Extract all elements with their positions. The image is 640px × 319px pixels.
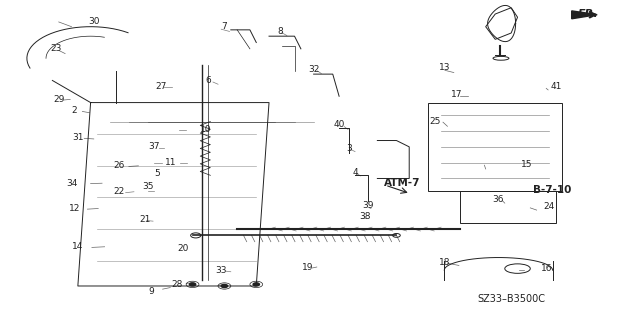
- Text: 40: 40: [333, 120, 345, 129]
- Text: 41: 41: [550, 82, 561, 91]
- Text: 20: 20: [177, 243, 189, 253]
- Polygon shape: [572, 11, 597, 19]
- Text: 11: 11: [164, 158, 176, 167]
- Text: 13: 13: [438, 63, 450, 72]
- Text: SZ33–B3500C: SZ33–B3500C: [477, 293, 545, 304]
- Circle shape: [221, 285, 228, 287]
- Text: 32: 32: [308, 65, 319, 74]
- Text: 22: 22: [114, 187, 125, 196]
- Text: 12: 12: [69, 204, 81, 213]
- Text: 35: 35: [142, 182, 154, 191]
- Text: 25: 25: [429, 117, 440, 126]
- Circle shape: [189, 283, 196, 286]
- Text: 29: 29: [53, 95, 65, 104]
- Text: 10: 10: [200, 125, 211, 134]
- Text: 31: 31: [72, 133, 84, 142]
- Text: 2: 2: [72, 106, 77, 115]
- Text: 7: 7: [221, 22, 227, 31]
- Text: 34: 34: [66, 179, 77, 188]
- Circle shape: [253, 283, 259, 286]
- Text: 26: 26: [113, 161, 125, 170]
- Text: 28: 28: [171, 280, 182, 289]
- Text: 39: 39: [362, 201, 374, 210]
- Text: FR.: FR.: [578, 9, 599, 19]
- Text: ATM-7: ATM-7: [384, 178, 420, 188]
- Text: 3: 3: [346, 144, 351, 153]
- Text: 37: 37: [148, 142, 160, 151]
- Text: 16: 16: [540, 264, 552, 273]
- Text: 17: 17: [451, 90, 463, 99]
- Text: 6: 6: [205, 76, 211, 85]
- Text: 4: 4: [352, 168, 358, 177]
- Text: B-7-10: B-7-10: [534, 184, 572, 195]
- Text: 24: 24: [544, 203, 555, 211]
- Text: 21: 21: [139, 215, 150, 224]
- Text: 38: 38: [359, 212, 371, 221]
- Text: 15: 15: [522, 160, 533, 169]
- Text: 30: 30: [88, 18, 100, 26]
- Text: 23: 23: [50, 44, 61, 53]
- Text: 18: 18: [438, 258, 450, 267]
- Text: 36: 36: [493, 195, 504, 204]
- Text: 9: 9: [148, 287, 154, 296]
- Text: 33: 33: [216, 266, 227, 275]
- Text: 8: 8: [278, 27, 284, 36]
- Text: 14: 14: [72, 242, 84, 251]
- Text: 27: 27: [155, 82, 166, 91]
- Text: 19: 19: [301, 263, 313, 271]
- Text: 5: 5: [155, 169, 161, 178]
